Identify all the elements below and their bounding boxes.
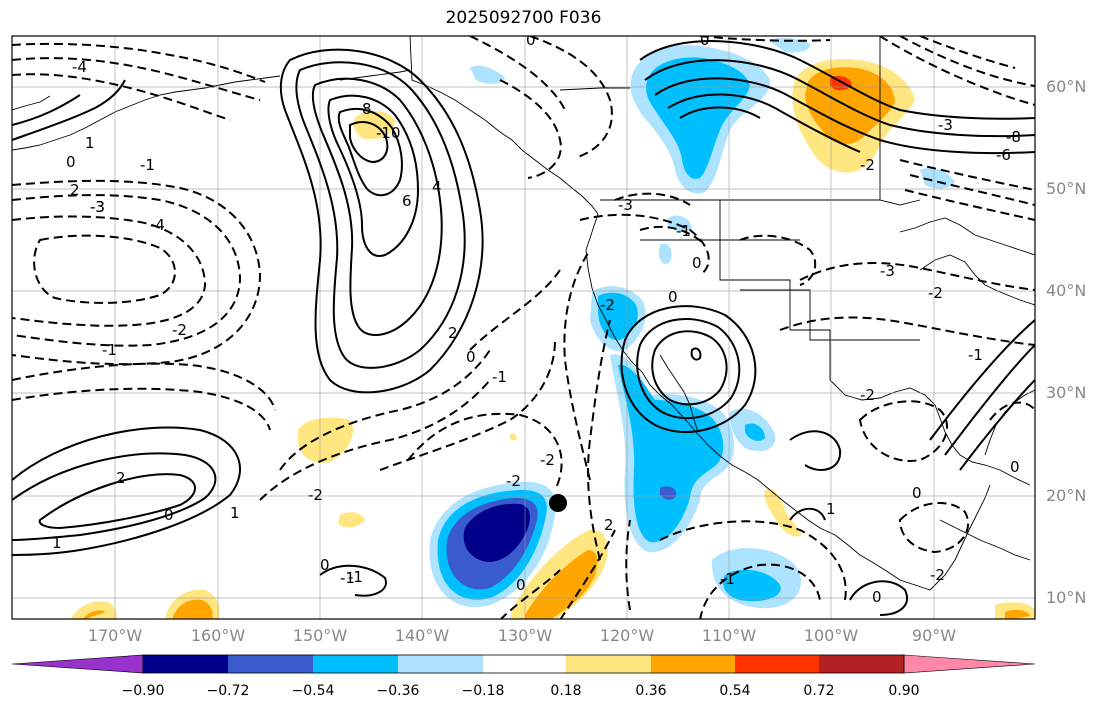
contour-label: -2	[928, 284, 943, 302]
colorbar-tick-label: 0.54	[719, 683, 751, 699]
colorbar-tick-label: 0.18	[550, 683, 582, 699]
lon-label-120w: 120°W	[599, 626, 655, 645]
contour-label: -3	[880, 262, 895, 280]
contour-label: -2	[930, 566, 945, 584]
lon-label-150w: 150°W	[292, 626, 348, 645]
contour-label: -3	[938, 116, 953, 134]
colorbar-tick-label: −0.36	[376, 683, 420, 699]
colorbar-tick-label: −0.54	[291, 683, 335, 699]
contour-label: 0	[872, 588, 882, 606]
contour-label: 1	[52, 534, 62, 552]
contour-label: -4	[150, 216, 165, 234]
colorbar-segment	[819, 655, 904, 673]
colorbar-max-extend	[903, 654, 1036, 674]
lat-label-50n: 50°N	[1046, 179, 1087, 198]
contour-label: 1	[826, 500, 836, 518]
lat-label-40n: 40°N	[1046, 281, 1087, 300]
contour-label: 0	[164, 506, 174, 524]
contour-label: 0	[692, 254, 702, 272]
contour-label: -2	[308, 486, 323, 504]
lon-label-170w: 170°W	[87, 626, 143, 645]
lat-label-20n: 20°N	[1046, 486, 1087, 505]
negative-contours	[12, 36, 1035, 619]
contour-label: -1	[676, 222, 691, 240]
lat-label-30n: 30°N	[1046, 383, 1087, 402]
map-frame	[11, 35, 1036, 620]
colorbar-segment	[313, 655, 398, 673]
colorbar-segment	[735, 655, 819, 673]
colorbar-tick-label: −0.72	[206, 683, 250, 699]
colorbar-tick-label: 0.36	[635, 683, 667, 699]
contour-label: -1	[968, 346, 983, 364]
lon-label-110w: 110°W	[701, 626, 757, 645]
contour-label: -10	[376, 124, 401, 142]
contour-label: 2	[604, 516, 614, 534]
contour-label: 6	[402, 192, 412, 210]
coastlines	[12, 36, 1035, 591]
contour-label: -1	[140, 156, 155, 174]
location-marker	[549, 494, 567, 512]
contour-label: 0	[466, 348, 476, 366]
lon-label-130w: 130°W	[497, 626, 553, 645]
contour-label: 0	[668, 288, 678, 306]
contour-label: 0	[526, 31, 536, 49]
contour-label: 0	[700, 31, 710, 49]
contour-label: 2	[70, 181, 80, 199]
contour-label: 2	[116, 469, 126, 487]
contour-label: -2	[860, 156, 875, 174]
contour-label: -2	[600, 296, 615, 314]
contour-label: 0	[912, 484, 922, 502]
contour-labels: -4 -3 -2 -1 0 1 2 4 6 8 -10 -4 -3 -2 -1 …	[52, 31, 1021, 606]
colorbar-min-extend	[11, 654, 144, 674]
colorbar-segment	[228, 655, 313, 673]
contour-label: 0	[516, 576, 526, 594]
contour-label: 0	[1010, 458, 1020, 476]
colorbar-tick-label: 0.72	[803, 683, 835, 699]
colorbar	[11, 654, 1036, 674]
contour-label: -2	[172, 321, 187, 339]
contour-label: -2	[506, 472, 521, 490]
colorbar-tick-label: 0.90	[888, 683, 920, 699]
lon-label-160w: 160°W	[190, 626, 246, 645]
contour-label: -1	[348, 568, 363, 586]
shaded-anomalies	[70, 37, 1035, 619]
colorbar-tick-label: −0.90	[121, 683, 165, 699]
colorbar-segment	[143, 655, 228, 673]
contour-label: -1	[492, 368, 507, 386]
lat-label-60n: 60°N	[1046, 77, 1087, 96]
contour-label: -3	[618, 196, 633, 214]
contour-label: -3	[90, 198, 105, 216]
contour-label: 8	[362, 100, 372, 118]
colorbar-segment	[566, 655, 651, 673]
contour-label: 4	[432, 178, 442, 196]
positive-contours	[12, 40, 1035, 616]
contour-label: 0	[66, 153, 76, 171]
colorbar-segment	[483, 655, 566, 673]
colorbar-segment	[651, 655, 735, 673]
contour-label: -6	[996, 146, 1011, 164]
lon-label-100w: 100°W	[803, 626, 859, 645]
contour-label: -2	[860, 386, 875, 404]
contour-label: -8	[1006, 128, 1021, 146]
contour-label: 0	[320, 556, 330, 574]
colorbar-segment	[398, 655, 483, 673]
contour-label: -1	[340, 569, 355, 587]
lat-label-10n: 10°N	[1046, 588, 1087, 607]
contour-label: -4	[72, 58, 87, 76]
lon-label-90w: 90°W	[911, 626, 957, 645]
contour-label: -1	[720, 570, 735, 588]
contour-label: -3	[90, 198, 105, 216]
contour-label: 2	[448, 324, 458, 342]
colorbar-tick-label: −0.18	[461, 683, 505, 699]
map-title: 2025092700 F036	[445, 8, 602, 28]
contour-label: -2	[540, 451, 555, 469]
contour-label: -1	[102, 341, 117, 359]
lon-label-140w: 140°W	[394, 626, 450, 645]
contour-label: 1	[85, 134, 95, 152]
contour-label: 1	[230, 504, 240, 522]
